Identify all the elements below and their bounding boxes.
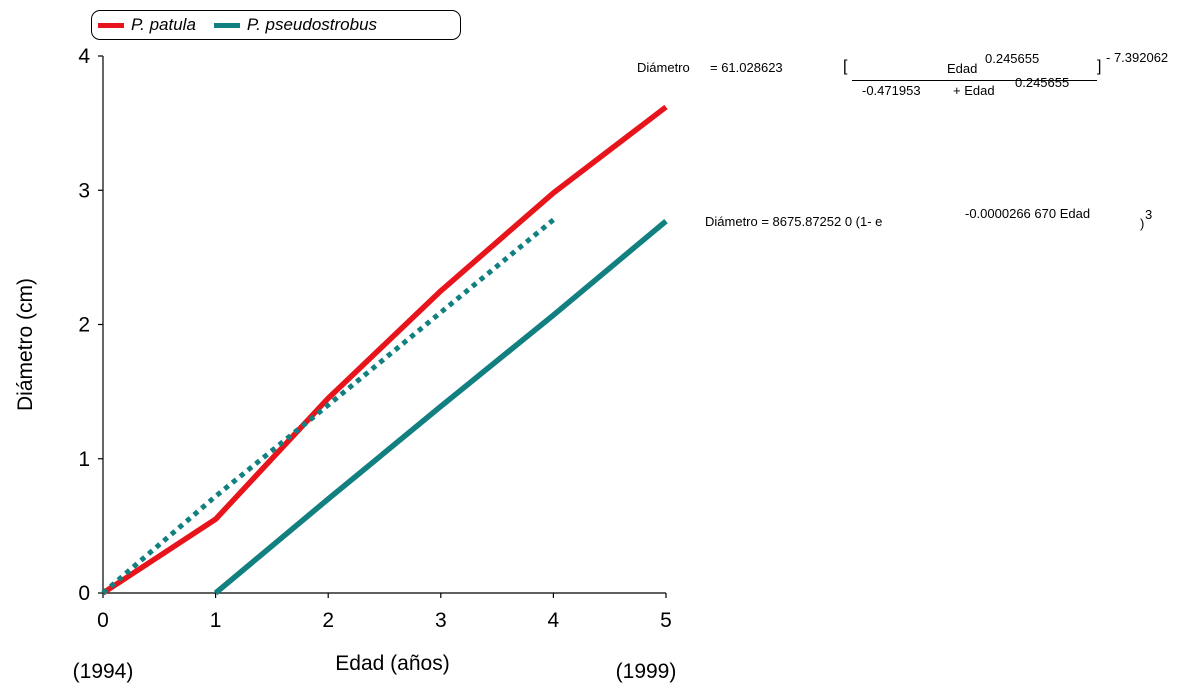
series-line-pseudostrobus <box>213 218 668 596</box>
x-axis-label: Edad (años) <box>335 652 449 675</box>
eq1-bracket-close: ] <box>1097 58 1102 75</box>
eq1-lhs: Diámetro <box>637 60 690 75</box>
eq2-exponent: -0.0000266 670 Edad <box>965 206 1091 221</box>
y-tick-label: 1 <box>78 448 90 471</box>
eq1-denominator-exp: 0.245655 <box>1015 75 1070 90</box>
y-tick-label: 0 <box>78 582 90 605</box>
eq1-outer-exp: - 7.392062 <box>1106 50 1169 65</box>
eq1-fraction-line <box>852 80 1097 81</box>
eq1-numerator-var: Edad <box>947 61 978 76</box>
series-line-patula <box>101 104 668 596</box>
x-tick-label: 2 <box>322 609 334 632</box>
x-tick-label: 4 <box>548 609 560 632</box>
eq2-main: Diámetro = 8675.87252 0 (1- e <box>705 214 883 229</box>
y-tick-label: 2 <box>78 314 90 337</box>
eq2-close: ) <box>1140 216 1145 231</box>
y-axis-label: Diámetro (cm) <box>14 278 37 411</box>
y-tick-label: 4 <box>78 45 90 68</box>
legend-label-patula: P. patula <box>131 15 196 34</box>
legend: P. patula P. pseudostrobus <box>91 10 461 40</box>
legend-label-pseudostrobus: P. pseudostrobus <box>246 15 378 34</box>
eq2-power: 3 <box>1145 207 1153 222</box>
eq1-coefficient: = 61.028623 <box>710 60 783 75</box>
x-sublabel-start-year: (1994) <box>73 660 134 683</box>
eq1-denominator-const: -0.471953 <box>862 83 921 98</box>
x-tick-label: 5 <box>660 609 672 632</box>
x-tick-label: 1 <box>210 609 222 632</box>
eq1-numerator-exp: 0.245655 <box>985 51 1040 66</box>
legend-item-pseudostrobus: P. pseudostrobus <box>213 15 378 35</box>
series-line-pseudostrobus-observed <box>101 217 555 595</box>
x-sublabel-end-year: (1999) <box>616 660 677 683</box>
y-tick-label: 3 <box>78 179 90 202</box>
legend-swatch-patula <box>98 22 124 28</box>
eq1-denominator-var: + Edad <box>953 83 995 98</box>
eq1-bracket-open: [ <box>843 58 848 75</box>
legend-swatch-pseudostrobus <box>213 22 240 28</box>
x-tick-label: 3 <box>435 609 447 632</box>
x-tick-label: 0 <box>97 609 109 632</box>
legend-item-patula: P. patula <box>98 15 196 35</box>
